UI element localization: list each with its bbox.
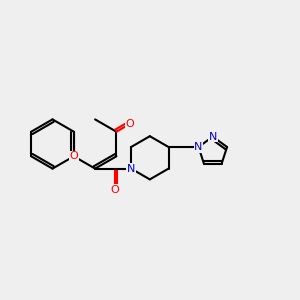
Text: N: N (194, 142, 203, 152)
Text: O: O (110, 184, 119, 195)
Text: N: N (127, 164, 135, 174)
Text: O: O (125, 119, 134, 129)
Text: O: O (69, 151, 78, 161)
Text: N: N (208, 132, 217, 142)
